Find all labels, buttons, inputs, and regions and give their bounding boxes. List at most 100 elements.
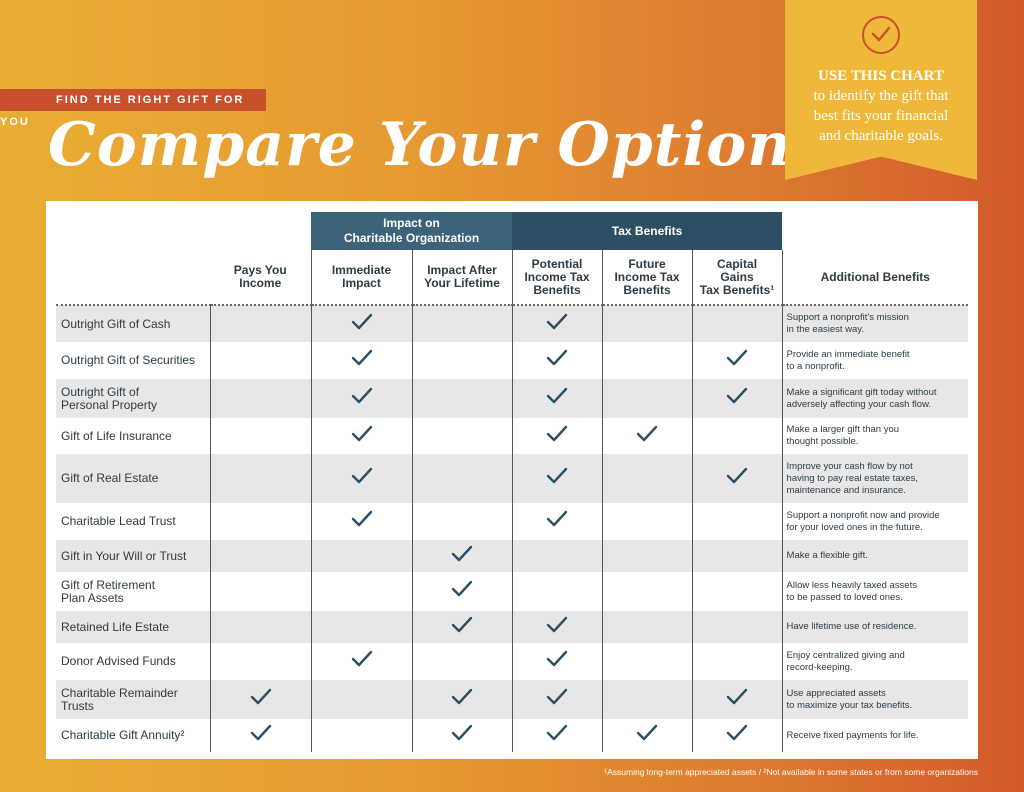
column-header: Impact After Your Lifetime (411, 250, 513, 306)
additional-benefit-line: to be passed to loved ones. (786, 591, 903, 603)
gift-type-label: Charitable Gift Annuity² (56, 719, 210, 752)
additional-benefit-line: Make a larger gift than you (786, 424, 900, 435)
additional-benefit: Improve your cash flow by not having to p… (781, 454, 969, 503)
benefit-cell (511, 643, 603, 680)
gift-type-line: Donor Advised Funds (61, 654, 176, 668)
benefit-cell (511, 379, 603, 418)
benefit-cell (691, 454, 783, 503)
benefit-cell (691, 379, 783, 418)
column-header-line: Immediate (331, 263, 392, 277)
column-header-line: Impact (342, 276, 381, 290)
additional-benefit-line: Receive fixed payments for life. (786, 729, 919, 741)
gift-type-label: Charitable Remainder Trusts (56, 680, 210, 719)
checkmark-icon (451, 616, 473, 634)
group-impact-line-2: Charitable Organization (343, 231, 480, 245)
benefit-cell (209, 418, 311, 454)
additional-benefit: Provide an immediate benefit to a nonprof… (781, 342, 969, 379)
gift-type-line: Gift of Life Insurance (61, 428, 172, 443)
additional-benefit: Support a nonprofit now and provide for y… (781, 503, 969, 540)
callout-box: USE THIS CHART to identify the gift that… (785, 0, 977, 180)
benefit-cell (209, 454, 311, 503)
additional-benefit: Enjoy centralized giving and record-keepi… (781, 643, 969, 680)
benefit-cell (209, 643, 311, 680)
benefit-cell (310, 540, 412, 572)
benefit-cell (209, 379, 311, 418)
checkmark-icon (451, 688, 473, 706)
benefit-cell (691, 719, 783, 752)
gift-type-line: Gift of Real Estate (61, 471, 159, 485)
additional-benefit-line: Use appreciated assets (786, 687, 886, 699)
column-header-line: Impact After (427, 263, 497, 277)
gift-type-line: Retained Life Estate (61, 619, 170, 634)
benefit-cell (601, 454, 693, 503)
benefit-cell (310, 418, 412, 454)
benefit-cell (601, 680, 693, 719)
checkmark-icon (636, 425, 658, 443)
benefit-cell (511, 572, 603, 611)
gift-type-line: Charitable Lead Trust (61, 514, 176, 528)
gift-type-line: Gift in Your Will or Trust (61, 548, 187, 563)
gift-type-line: Gift of Retirement (61, 577, 156, 592)
benefit-cell (310, 305, 412, 342)
benefit-cell (511, 503, 603, 540)
callout-line-3: and charitable goals. (819, 128, 943, 144)
checkmark-icon (451, 580, 473, 598)
check-circle-icon (862, 16, 900, 54)
benefit-cell (601, 611, 693, 643)
benefit-cell (209, 719, 311, 752)
benefit-cell (691, 611, 783, 643)
callout-title: USE THIS CHART (818, 68, 944, 84)
gift-type-line: Plan Assets (61, 590, 124, 605)
table-row: Retained Life Estate Have lifetime use of… (56, 611, 969, 643)
checkmark-icon (546, 650, 568, 668)
benefit-cell (511, 680, 603, 719)
checkmark-icon (546, 616, 568, 634)
column-header-line: Capital (717, 256, 758, 271)
column-header-line: Your Lifetime (424, 276, 500, 290)
additional-benefit-line: record-keeping. (786, 661, 853, 673)
column-header: Potential Income Tax Benefits (511, 250, 603, 306)
column-header-line: Pays You (233, 263, 287, 277)
gift-type-label: Gift of Real Estate (56, 454, 210, 503)
benefit-cell (511, 342, 603, 379)
checkmark-icon (546, 349, 568, 367)
checkmark-icon (546, 688, 568, 706)
additional-benefit-line: Have lifetime use of residence. (786, 621, 917, 632)
benefit-cell (411, 379, 513, 418)
benefit-cell (691, 342, 783, 379)
additional-benefit-line: Improve your cash flow by not (786, 460, 913, 472)
table-row: Outright Gift of Securities Provide an im… (56, 342, 969, 379)
gift-type-line: Trusts (61, 698, 94, 713)
benefit-cell (511, 305, 603, 342)
checkmark-icon (351, 349, 373, 367)
benefit-cell (691, 540, 783, 572)
benefit-cell (601, 643, 693, 680)
callout-line-1: to identify the gift that (813, 88, 949, 104)
additional-benefit-line: Support a nonprofit now and provide (786, 509, 940, 521)
checkmark-icon (351, 313, 373, 331)
benefit-cell (411, 611, 513, 643)
gift-type-label: Outright Gift of Personal Property (56, 379, 210, 418)
benefit-cell (601, 305, 693, 342)
benefit-cell (601, 572, 693, 611)
table-row: Gift in Your Will or Trust Make a flexibl… (56, 540, 969, 572)
table-row: Outright Gift of Cash Support a nonprofit… (56, 305, 969, 342)
checkmark-icon (726, 724, 748, 742)
additional-benefit-line: Provide an immediate benefit (786, 348, 910, 360)
benefit-cell (310, 379, 412, 418)
table-row: Gift of Retirement Plan Assets Allow less … (56, 572, 969, 611)
additional-benefit-line: having to pay real estate taxes, (786, 472, 919, 484)
table-row: Donor Advised Funds Enjoy centralized giv… (56, 643, 969, 680)
column-header-line: Benefits (533, 282, 581, 297)
benefit-cell (411, 540, 513, 572)
column-header: Immediate Impact (310, 250, 412, 306)
benefit-cell (601, 719, 693, 752)
group-header-impact: Impact on Charitable Organization (311, 212, 513, 250)
additional-benefit: Allow less heavily taxed assets to be pas… (781, 572, 969, 611)
checkmark-icon (351, 425, 373, 443)
column-header-line: Income Tax (614, 269, 680, 284)
gift-type-label: Outright Gift of Cash (56, 305, 210, 342)
benefit-cell (691, 418, 783, 454)
gift-type-line: Charitable Gift Annuity² (61, 728, 185, 742)
additional-benefit: Support a nonprofit’s mission in the easi… (781, 305, 969, 342)
